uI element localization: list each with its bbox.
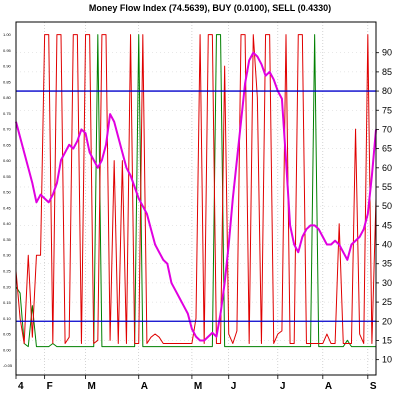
right-tick-label: 70 — [382, 124, 392, 134]
x-tick-label: S — [370, 381, 377, 392]
plot-border — [15, 21, 377, 376]
left-axis: -0.05 0.00 0.05 0.10 0.15 0.20 0.25 0.30 0.35 0.4… — [3, 32, 13, 368]
left-tick-label: 0.35 — [3, 237, 12, 242]
right-tick-label: 40 — [382, 240, 392, 250]
left-tick-label: 0.60 — [3, 158, 12, 163]
left-tick-label: 0.10 — [3, 316, 12, 321]
x-tick-label: A — [141, 381, 148, 392]
chart-title: Money Flow Index (74.5639), BUY (0.0100)… — [89, 3, 331, 13]
right-tick-label: 90 — [382, 48, 392, 58]
buy-series-line — [15, 34, 376, 348]
mfi-series-line — [15, 51, 377, 342]
x-tick-label: M — [88, 381, 96, 392]
left-tick-label: 0.75 — [3, 111, 12, 116]
right-tick-label: 25 — [382, 297, 392, 307]
right-tick-label: 75 — [382, 105, 392, 115]
sell-series-line — [15, 34, 377, 344]
x-tick-label: J — [231, 381, 237, 392]
plot-frame — [15, 21, 377, 376]
left-tick-label: 1.00 — [3, 32, 12, 37]
right-tick-label: 85 — [382, 67, 392, 77]
left-tick-label: 0.55 — [3, 174, 12, 179]
left-tick-label: 0.65 — [3, 142, 12, 147]
right-tick-label: 15 — [382, 335, 392, 345]
left-tick-label: 0.90 — [3, 64, 12, 69]
right-tick-label: 55 — [382, 182, 392, 192]
reference-lines — [16, 90, 376, 322]
left-tick-label: 0.40 — [3, 221, 12, 226]
x-axis: 4 F M A M J J A S — [15, 375, 377, 392]
left-tick-label: 0.95 — [3, 48, 12, 53]
left-tick-label: -0.05 — [3, 363, 13, 368]
right-tick-label: 20 — [382, 316, 392, 326]
left-tick-label: 0.05 — [3, 332, 12, 337]
x-tick-label: A — [325, 381, 332, 392]
right-tick-label: 10 — [382, 355, 392, 365]
x-tick-label: J — [280, 381, 286, 392]
left-tick-label: 0.00 — [3, 347, 12, 352]
left-tick-label: 0.85 — [3, 79, 12, 84]
left-tick-label: 0.45 — [3, 205, 12, 210]
right-tick-label: 35 — [382, 259, 392, 269]
right-tick-label: 60 — [382, 163, 392, 173]
right-axis: 10 15 20 25 30 35 40 45 50 55 60 65 70 75 80 85 90 — [376, 48, 392, 365]
left-tick-label: 0.25 — [3, 268, 12, 273]
series-layer — [15, 34, 377, 348]
left-tick-label: 0.30 — [3, 253, 12, 258]
x-tick-label: F — [47, 381, 53, 392]
left-tick-label: 0.15 — [3, 300, 12, 305]
right-tick-label: 65 — [382, 144, 392, 154]
left-tick-label: 0.80 — [3, 95, 12, 100]
right-tick-label: 30 — [382, 278, 392, 288]
left-tick-label: 0.50 — [3, 190, 12, 195]
right-tick-label: 50 — [382, 201, 392, 211]
left-tick-label: 0.70 — [3, 127, 12, 132]
right-tick-label: 45 — [382, 220, 392, 230]
right-tick-label: 80 — [382, 86, 392, 96]
left-tick-label: 0.20 — [3, 284, 12, 289]
x-tick-label: M — [194, 381, 202, 392]
x-tick-label: 4 — [18, 381, 24, 392]
